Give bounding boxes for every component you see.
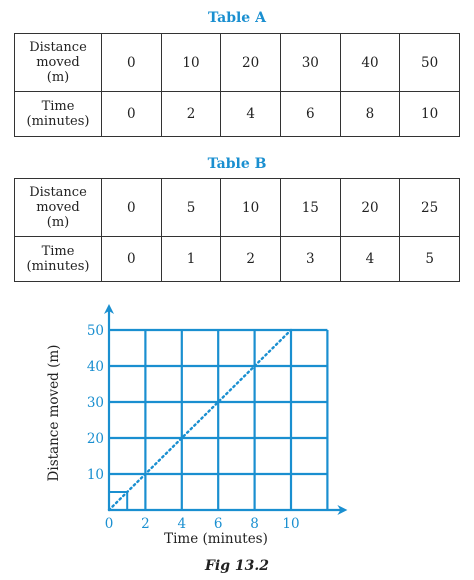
- x-tick-label: 4: [178, 516, 187, 532]
- distance-time-graph: 0 2 4 6 8 10 10 20 30 40 50 Time (minutes) Distanc…: [46, 304, 348, 547]
- table-cell: 4: [339, 236, 401, 282]
- y-tick-label: 10: [87, 467, 104, 483]
- table-cell: 25: [399, 178, 460, 237]
- x-tick-label: 2: [141, 516, 150, 532]
- header-line: Time: [41, 99, 75, 114]
- table-cell: 20: [220, 33, 281, 92]
- table-b-distance-header: Distance moved (m): [14, 178, 102, 237]
- table-b: Distance moved (m) 0 5 10 15 20 25 Time …: [14, 178, 460, 282]
- header-line: Distance: [29, 185, 87, 200]
- table-cell: 0: [101, 33, 162, 92]
- table-cell: 15: [279, 178, 341, 237]
- table-cell: 40: [339, 33, 401, 92]
- table-b-title: Table B: [207, 156, 267, 172]
- y-tick-label: 40: [87, 359, 104, 375]
- header-line: Time: [41, 244, 75, 259]
- table-cell: 0: [101, 178, 162, 237]
- table-cell: 1: [160, 236, 222, 282]
- table-cell: 20: [339, 178, 401, 237]
- x-tick-label: 10: [282, 516, 299, 532]
- table-cell: 3: [279, 236, 341, 282]
- table-cell: 0: [101, 91, 162, 137]
- x-axis-label: Time (minutes): [164, 531, 268, 547]
- y-axis-arrow-icon: [104, 304, 114, 314]
- table-a-distance-row: Distance moved (m) 0 10 20 30 40 50: [14, 33, 460, 92]
- table-cell: 10: [220, 178, 281, 237]
- x-tick-label: 8: [250, 516, 259, 532]
- x-axis-arrow-icon: [337, 505, 348, 515]
- y-tick-label: 30: [87, 395, 104, 411]
- table-cell: 10: [399, 91, 460, 137]
- header-line: (minutes): [26, 259, 90, 274]
- table-a-distance-header: Distance moved (m): [14, 33, 102, 92]
- series-line: [107, 328, 293, 512]
- grid: [108, 328, 329, 511]
- table-cell: 0: [101, 236, 162, 282]
- table-b-time-row: Time (minutes) 0 1 2 3 4 5: [14, 236, 460, 282]
- table-a-title: Table A: [208, 10, 266, 26]
- header-line: moved: [36, 200, 80, 215]
- y-tick-label: 20: [87, 431, 104, 447]
- table-cell: 5: [160, 178, 222, 237]
- table-b-distance-row: Distance moved (m) 0 5 10 15 20 25: [14, 178, 460, 237]
- x-tick-label: 6: [214, 516, 223, 532]
- y-axis-label: Distance moved (m): [46, 345, 62, 482]
- table-cell: 30: [279, 33, 341, 92]
- axes: [104, 304, 348, 515]
- table-cell: 8: [339, 91, 401, 137]
- y-tick-label: 50: [87, 323, 104, 339]
- table-cell: 4: [220, 91, 281, 137]
- table-cell: 2: [160, 91, 222, 137]
- table-cell: 10: [160, 33, 222, 92]
- table-cell: 2: [220, 236, 281, 282]
- x-tick-label: 0: [105, 516, 114, 532]
- figure-caption: Fig 13.2: [204, 558, 270, 574]
- series: [107, 328, 293, 512]
- header-line: Distance: [29, 40, 87, 55]
- table-a-time-row: Time (minutes) 0 2 4 6 8 10: [14, 91, 460, 137]
- table-a: Distance moved (m) 0 10 20 30 40 50 Time…: [14, 33, 460, 137]
- header-line: (m): [46, 215, 70, 230]
- table-cell: 6: [279, 91, 341, 137]
- table-b-time-header: Time (minutes): [14, 236, 102, 282]
- table-cell: 50: [399, 33, 460, 92]
- tick-labels: 0 2 4 6 8 10 10 20 30 40 50: [87, 323, 300, 532]
- table-a-time-header: Time (minutes): [14, 91, 102, 137]
- header-line: moved: [36, 55, 80, 70]
- header-line: (minutes): [26, 114, 90, 129]
- table-cell: 5: [399, 236, 460, 282]
- header-line: (m): [46, 70, 70, 85]
